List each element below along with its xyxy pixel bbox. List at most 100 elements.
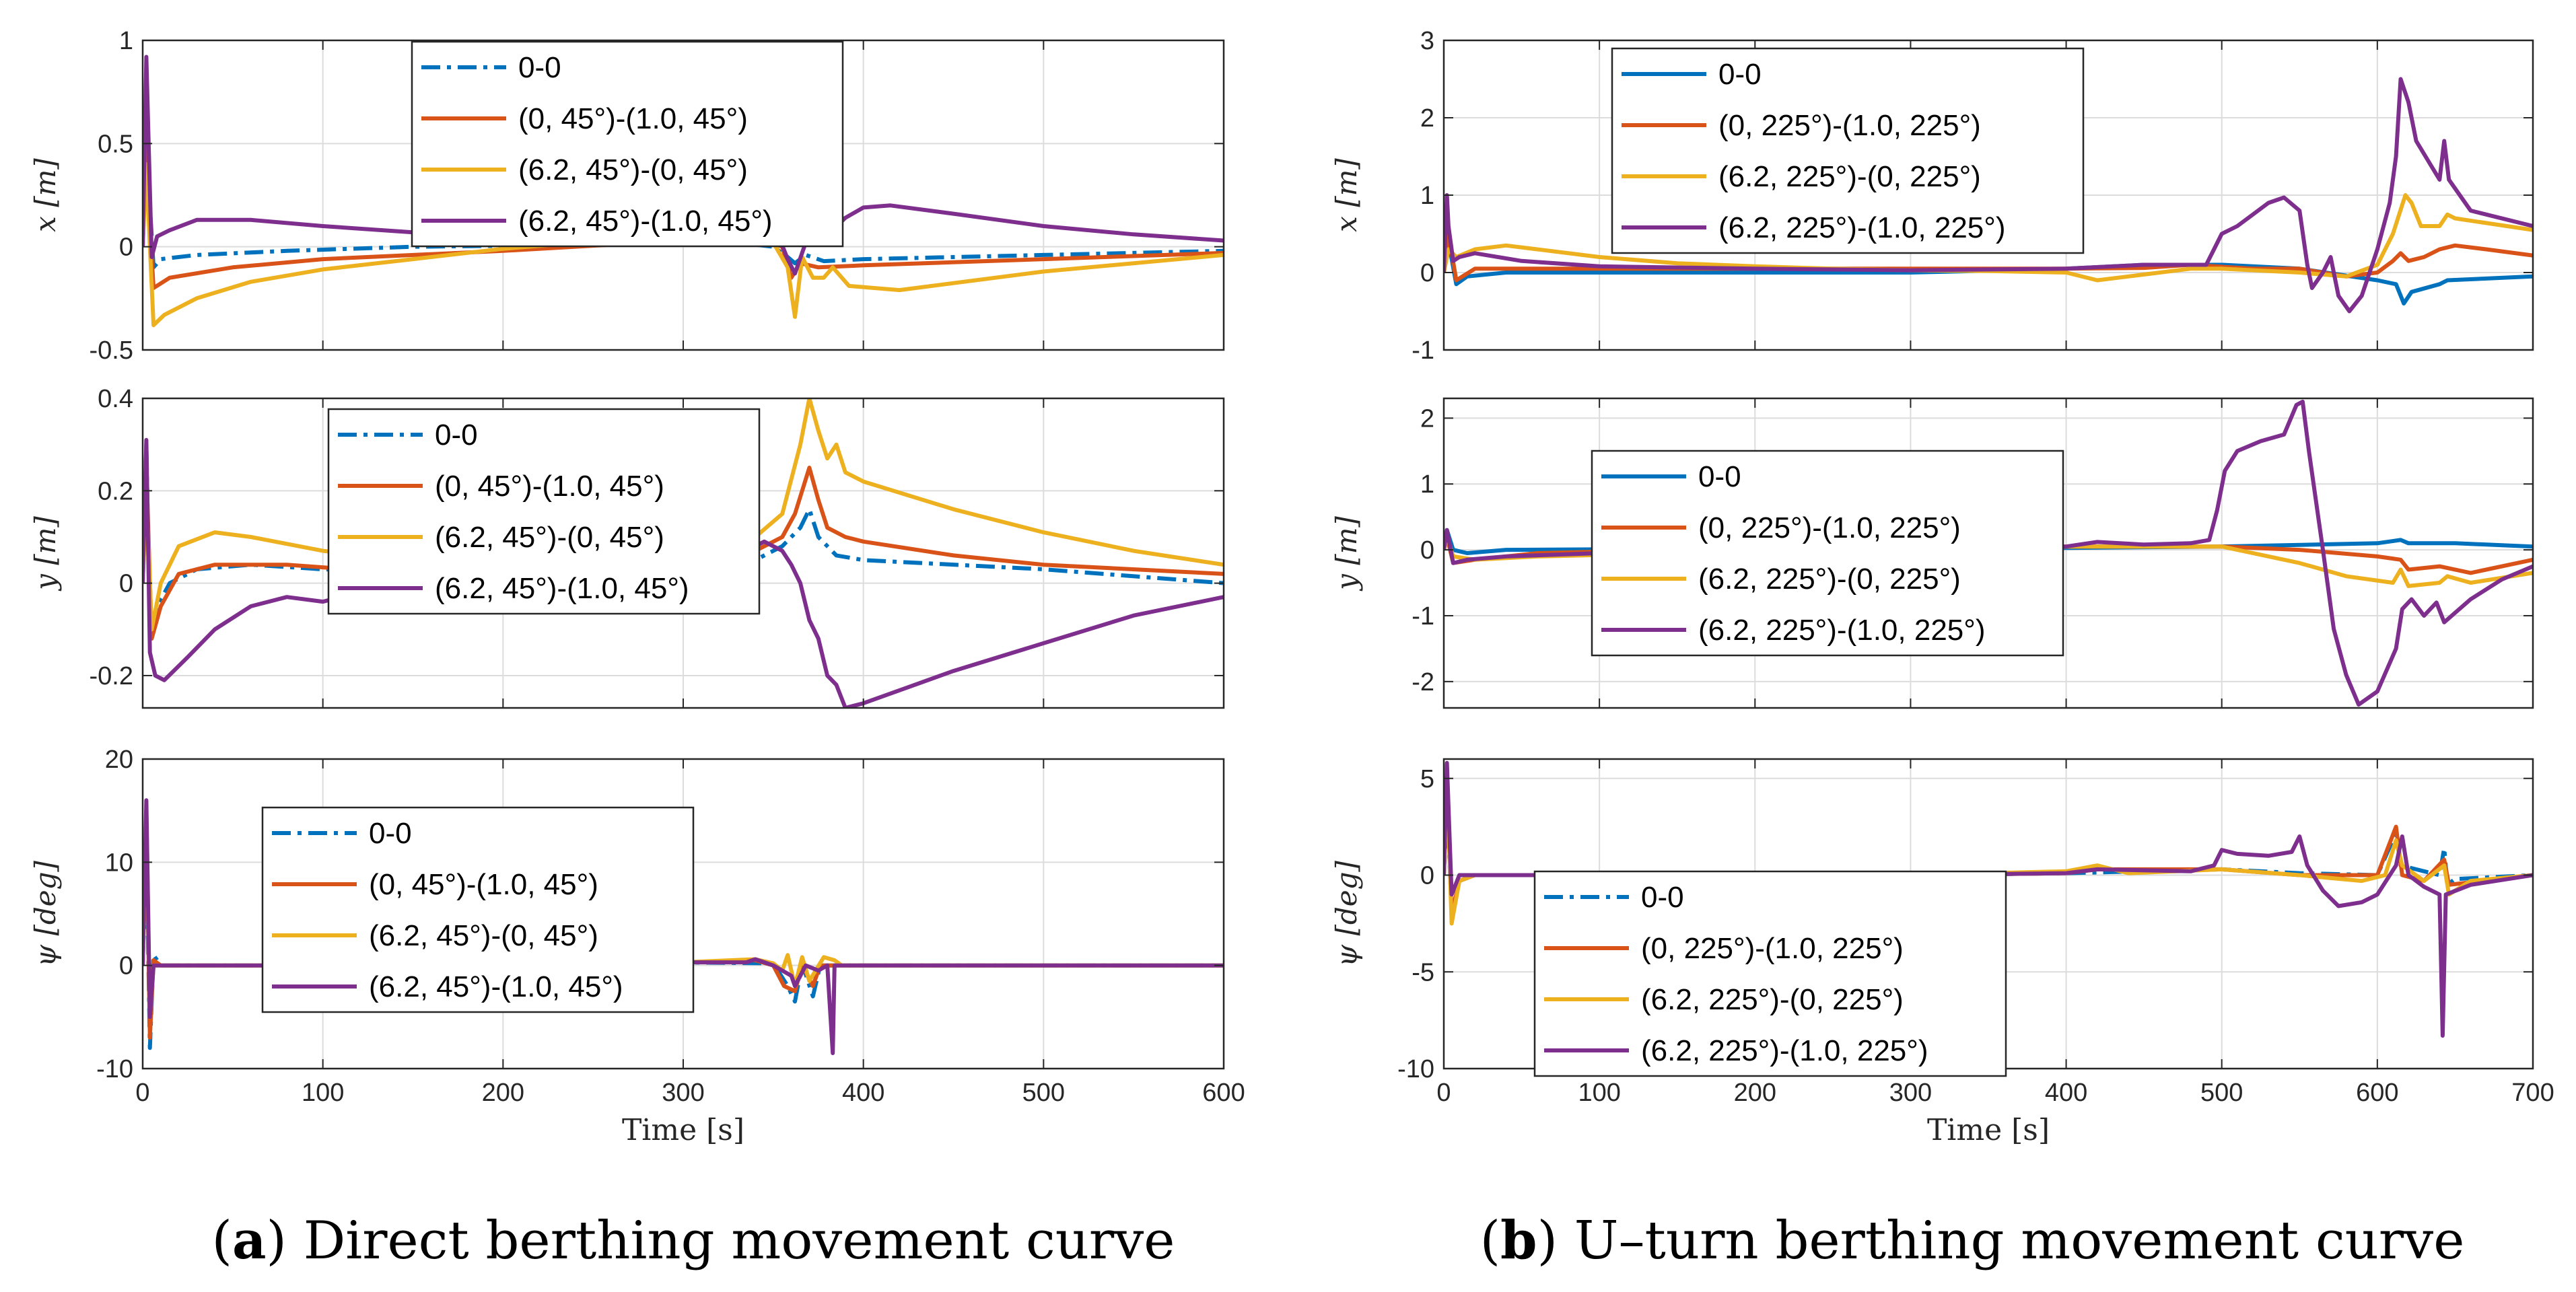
chart-a2: -0.2 0 0.2 0.4 y [m] 0-0 (0, 45°)-(1.0, 45°) (6… [29,385,1225,709]
legend-label: (6.2, 225°)-(0, 225°) [1698,563,1961,596]
y-tick-label: 0 [119,952,133,980]
y-tick-label: 10 [105,849,133,877]
y-tick-label: -5 [1412,958,1434,986]
y-axis-label: x [m] [1330,158,1363,232]
series-line-0 [143,442,1224,632]
y-tick-label: 5 [1420,765,1434,793]
legend-label: (6.2, 45°)-(1.0, 45°) [369,970,623,1003]
chart-b2: -2 -1 0 1 2 y [m] 0-0 (0, 225°)-(1.0, 225°) (6.2… [1330,397,2534,709]
x-tick-label: 200 [1734,1079,1776,1107]
x-tick-label: 300 [1889,1079,1932,1107]
legend-label: (6.2, 225°)-(1.0, 225°) [1641,1034,1928,1067]
y-tick-label: 0 [1420,536,1434,565]
legend-label: (0, 225°)-(1.0, 225°) [1641,932,1904,965]
y-tick-label: 2 [1420,104,1434,133]
legend-box [1591,450,2064,657]
x-tick-label: 600 [1202,1079,1245,1107]
series-line-3 [1444,77,2533,314]
y-axis-label: ψ [deg] [1330,861,1363,967]
legend-label: (6.2, 225°)-(0, 225°) [1718,160,1981,193]
y-tick-label: 1 [1420,470,1434,499]
legend-label: (6.2, 45°)-(0, 45°) [518,153,748,186]
x-tick-label: 0 [135,1079,149,1107]
legend: 0-0 (0, 225°)-(1.0, 225°) (6.2, 225°)-(0, … [1611,47,2085,254]
legend-box [327,408,761,615]
y-axis-label: ψ [deg] [29,861,62,967]
legend-box [1611,47,2085,254]
legend-label: 0-0 [518,51,561,84]
y-tick-label: 3 [1420,27,1434,55]
series-line-1 [1444,231,2533,283]
x-tick-label: 200 [482,1079,524,1107]
y-tick-label: 0.2 [98,477,133,505]
x-tick-label: 100 [1578,1079,1620,1107]
y-tick-label: 0.4 [98,385,133,413]
legend-label: (6.2, 45°)-(1.0, 45°) [518,205,773,238]
legend-label: (0, 225°)-(1.0, 225°) [1718,109,1981,142]
y-tick-label: 1 [119,27,133,55]
series-line-2 [1444,193,2533,283]
y-tick-label: 2 [1420,404,1434,433]
y-tick-label: 0 [1420,862,1434,890]
series-line-3 [143,798,1224,1055]
y-tick-label: 1 [1420,182,1434,210]
legend-label: 0-0 [1718,58,1762,91]
y-axis-label: y [m] [1330,516,1363,591]
y-tick-label: 0 [1420,259,1434,287]
legend-box [411,40,844,248]
legend-label: (6.2, 45°)-(0, 45°) [435,521,664,554]
y-tick-label: -1 [1412,336,1434,365]
series-line-2 [1444,776,2533,926]
y-tick-label: -10 [96,1055,133,1083]
legend-label: (6.2, 45°)-(0, 45°) [369,919,598,952]
legend: 0-0 (0, 225°)-(1.0, 225°) (6.2, 225°)-(0, … [1533,870,2007,1077]
x-tick-label: 400 [2045,1079,2087,1107]
y-axis-label: y [m] [29,516,62,591]
x-tick-label: 300 [662,1079,704,1107]
axes-box [1442,397,2534,709]
y-tick-label: 0 [119,570,133,598]
y-tick-label: 0.5 [98,130,133,158]
caption-a: (a) Direct berthing movement curve [212,1210,1175,1271]
y-tick-label: -10 [1397,1055,1434,1083]
legend: 0-0 (0, 45°)-(1.0, 45°) (6.2, 45°)-(0, 45°… [411,40,844,248]
y-axis-label: x [m] [29,158,62,232]
chart-a1: -0.5 0 0.5 1 x [m] 0-0 (0, 45°)-(1.0, 45°) (6.2… [29,27,1225,365]
x-tick-label: 500 [1022,1079,1065,1107]
y-tick-label: -0.5 [90,336,133,365]
legend-label: (6.2, 45°)-(1.0, 45°) [435,572,689,605]
y-tick-label: 0 [119,234,133,262]
legend-label: 0-0 [369,817,412,850]
legend-label: (0, 225°)-(1.0, 225°) [1698,511,1961,544]
legend-label: 0-0 [435,419,478,452]
x-tick-label: 0 [1436,1079,1451,1107]
legend-label: (0, 45°)-(1.0, 45°) [518,102,748,135]
x-tick-label: 700 [2511,1079,2554,1107]
legend-label: 0-0 [1698,460,1741,493]
legend-box [261,806,695,1013]
x-axis-label: Time [s] [1927,1113,2050,1147]
legend-label: (6.2, 225°)-(1.0, 225°) [1718,211,2006,244]
x-tick-label: 500 [2200,1079,2243,1107]
legend-label: (0, 45°)-(1.0, 45°) [369,868,598,901]
y-tick-label: -1 [1412,602,1434,631]
legend-box [1533,870,2007,1077]
series-group [1444,77,2533,314]
x-tick-label: 600 [2356,1079,2398,1107]
caption-b: (b) U–turn berthing movement curve [1480,1210,2465,1271]
legend: 0-0 (0, 45°)-(1.0, 45°) (6.2, 45°)-(0, 45°… [261,806,695,1013]
y-tick-label: -2 [1412,668,1434,696]
y-tick-label: 20 [105,746,133,774]
x-axis-label: Time [s] [622,1113,744,1147]
legend-label: (6.2, 225°)-(1.0, 225°) [1698,614,1986,647]
legend-label: 0-0 [1641,881,1684,914]
legend-label: (0, 45°)-(1.0, 45°) [435,470,664,503]
legend: 0-0 (0, 45°)-(1.0, 45°) (6.2, 45°)-(0, 45°… [327,408,761,615]
series-group [143,798,1224,1055]
legend-label: (6.2, 225°)-(0, 225°) [1641,983,1904,1016]
x-tick-label: 400 [842,1079,884,1107]
y-tick-label: -0.2 [90,662,133,690]
